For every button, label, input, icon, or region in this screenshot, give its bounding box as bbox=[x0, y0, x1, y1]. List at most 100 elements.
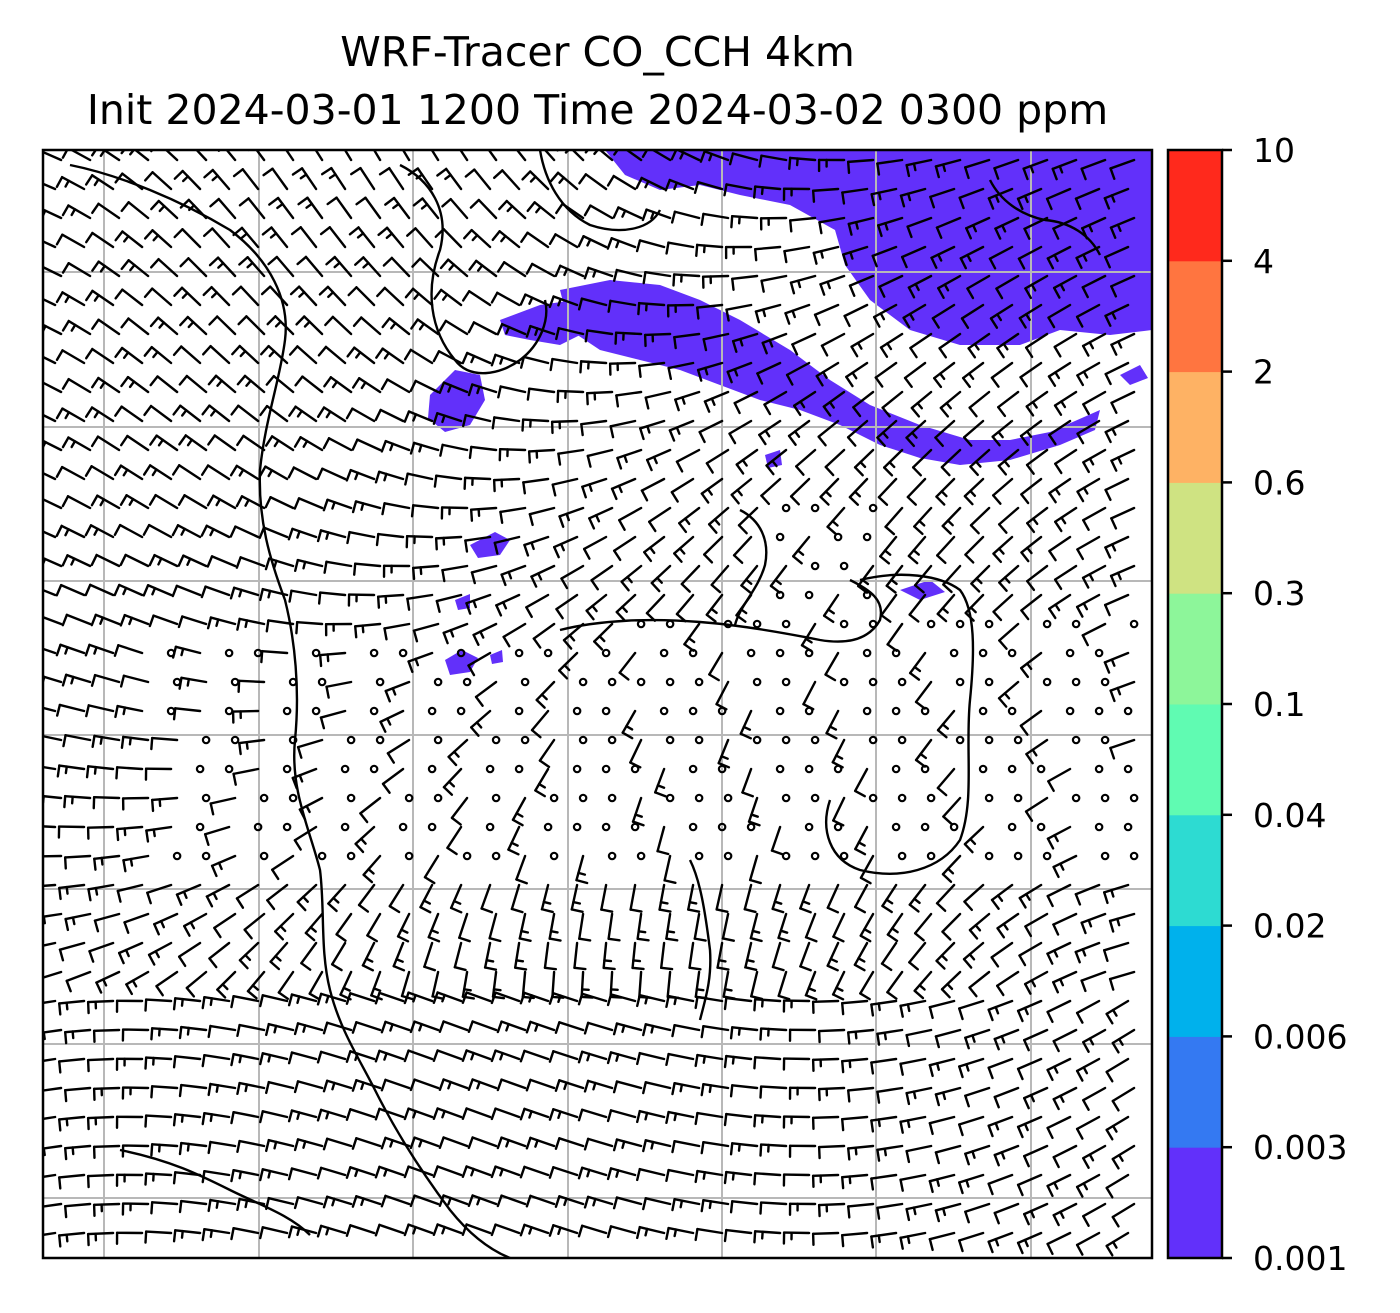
wind-barb bbox=[490, 1223, 521, 1237]
calm-wind-circle bbox=[665, 735, 675, 745]
wind-barb bbox=[235, 495, 266, 510]
wind-barb bbox=[877, 216, 904, 238]
wind-barb bbox=[1075, 245, 1101, 270]
calm-wind-circle bbox=[665, 793, 675, 803]
wind-barb bbox=[470, 564, 498, 585]
wind-barb bbox=[490, 291, 521, 307]
wind-barb bbox=[618, 506, 643, 531]
wind-barb bbox=[968, 970, 991, 998]
wind-barb bbox=[602, 941, 616, 971]
wind-barb bbox=[958, 1057, 985, 1079]
wind-barb bbox=[265, 1080, 295, 1095]
wind-barb bbox=[120, 375, 150, 394]
calm-wind-circle bbox=[810, 503, 820, 513]
wind-barb bbox=[90, 494, 121, 510]
wind-barb bbox=[739, 709, 753, 740]
wind-barb bbox=[588, 506, 614, 530]
calm-wind-circle bbox=[224, 648, 234, 658]
wind-barb bbox=[458, 912, 471, 943]
wind-barb bbox=[432, 1049, 463, 1063]
wind-barb bbox=[229, 586, 260, 600]
wind-barb bbox=[639, 419, 666, 441]
wind-barb bbox=[461, 1107, 492, 1120]
wind-barb bbox=[451, 150, 469, 162]
wind-barb bbox=[407, 651, 434, 674]
wind-barb bbox=[631, 941, 645, 971]
wind-barb bbox=[811, 187, 840, 203]
wind-barb bbox=[606, 1109, 637, 1123]
wind-barb bbox=[760, 477, 782, 506]
wind-barb bbox=[144, 998, 173, 1012]
wind-barb bbox=[92, 1086, 121, 1102]
wind-barb bbox=[230, 404, 260, 423]
wind-barb bbox=[150, 150, 179, 162]
wind-barb bbox=[293, 1022, 324, 1036]
calm-wind-circle bbox=[1123, 706, 1133, 716]
wind-barb bbox=[173, 169, 202, 191]
wind-barb bbox=[1082, 448, 1107, 474]
wind-barb bbox=[964, 593, 985, 622]
wind-barb bbox=[612, 268, 643, 282]
calm-wind-circle bbox=[717, 706, 727, 716]
wind-barb bbox=[120, 317, 150, 336]
wind-barb bbox=[43, 970, 63, 979]
wind-barb bbox=[1109, 680, 1136, 703]
wind-barb bbox=[905, 158, 933, 178]
wind-barb bbox=[936, 593, 956, 623]
wind-barb bbox=[200, 524, 231, 539]
wind-barb bbox=[1046, 999, 1072, 1024]
wind-barb bbox=[380, 1194, 411, 1208]
wind-barb bbox=[61, 613, 92, 627]
wind-barb bbox=[831, 970, 846, 1001]
wind-barb bbox=[930, 245, 956, 269]
wind-barb bbox=[608, 361, 637, 376]
wind-barb bbox=[905, 419, 927, 448]
calm-wind-circle bbox=[688, 764, 698, 774]
wind-barb bbox=[700, 1141, 730, 1155]
wind-barb bbox=[960, 303, 985, 329]
wind-barb bbox=[324, 622, 353, 637]
wind-barb bbox=[465, 593, 492, 615]
wind-barb bbox=[143, 345, 173, 365]
wind-barb bbox=[586, 448, 614, 468]
wind-barb bbox=[824, 651, 840, 682]
wind-barb bbox=[1018, 303, 1043, 329]
wind-barb bbox=[439, 443, 469, 457]
wind-barb bbox=[1076, 361, 1101, 387]
wind-barb bbox=[203, 825, 231, 846]
wind-barb bbox=[178, 1141, 208, 1156]
wind-barb bbox=[467, 1136, 498, 1150]
wind-barb bbox=[811, 1057, 840, 1073]
wind-barb bbox=[673, 535, 695, 563]
wind-barb bbox=[826, 883, 840, 914]
calm-wind-circle bbox=[688, 706, 698, 716]
wind-barb bbox=[496, 261, 527, 278]
calm-wind-circle bbox=[862, 706, 872, 716]
wind-barb bbox=[826, 506, 846, 536]
wind-barb bbox=[1082, 1086, 1107, 1111]
wind-barb bbox=[607, 912, 621, 942]
wind-barb bbox=[884, 506, 904, 536]
wind-barb bbox=[1023, 1144, 1049, 1168]
wind-barb bbox=[928, 1057, 956, 1078]
calm-wind-circle bbox=[636, 619, 646, 629]
wind-barb bbox=[148, 493, 179, 510]
wind-barb bbox=[351, 1079, 382, 1092]
wind-barb bbox=[876, 1028, 904, 1046]
wind-barb bbox=[1046, 825, 1072, 850]
wind-barb bbox=[316, 1166, 347, 1180]
wind-barb bbox=[548, 992, 579, 1005]
wind-barb bbox=[260, 344, 289, 365]
wind-barb bbox=[200, 464, 231, 481]
wind-barb bbox=[238, 941, 260, 970]
wind-barb bbox=[577, 992, 608, 1006]
wind-barb bbox=[91, 734, 121, 748]
wind-barb bbox=[85, 231, 115, 249]
calm-wind-circle bbox=[891, 822, 901, 832]
wind-barb bbox=[1108, 912, 1136, 933]
wind-barb bbox=[817, 158, 846, 173]
wind-barb bbox=[964, 1144, 991, 1166]
wind-barb bbox=[613, 150, 643, 162]
wind-barb bbox=[969, 506, 991, 535]
wind-barb bbox=[969, 448, 991, 477]
